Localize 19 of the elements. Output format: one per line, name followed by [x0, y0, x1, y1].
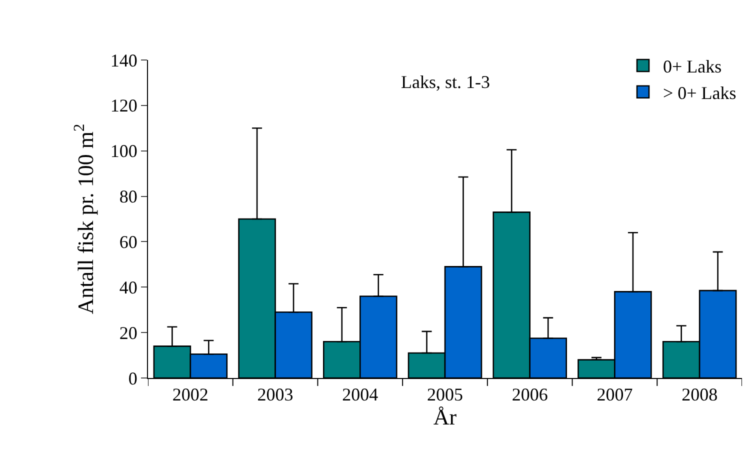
- y-tick-label: 140: [110, 50, 138, 70]
- x-axis-title: År: [433, 404, 458, 430]
- x-tick-label: 2002: [172, 384, 208, 405]
- y-tick-label: 120: [110, 96, 138, 116]
- legend-label: 0+ Laks: [663, 56, 722, 76]
- text: Laks, st. 1-3: [401, 72, 490, 92]
- x-tick-label: 2005: [427, 384, 463, 405]
- x-tick-label: 2008: [682, 384, 718, 405]
- y-tick-label: 0: [128, 368, 138, 388]
- y-tick-label: 20: [119, 322, 138, 343]
- x-tick-label: 2006: [512, 384, 548, 405]
- x-tick-label: 2007: [596, 384, 633, 405]
- y-tick-label: 60: [119, 232, 138, 252]
- y-tick-label: 40: [119, 277, 138, 298]
- y-tick-label: 100: [110, 141, 138, 162]
- x-tick-label: 2003: [257, 384, 294, 405]
- x-tick-label: 2004: [342, 384, 378, 405]
- y-tick-label: 80: [119, 186, 138, 207]
- legend-label: > 0+ Laks: [663, 82, 736, 103]
